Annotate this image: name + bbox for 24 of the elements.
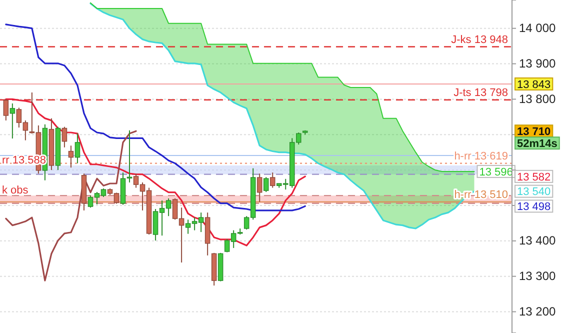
text: 52m14s bbox=[517, 138, 558, 150]
y-tick-label: 14 000 bbox=[519, 21, 556, 36]
y2-tick-label: 13 498 bbox=[517, 201, 551, 214]
y-tick-label: 13 900 bbox=[519, 56, 556, 71]
candlestick bbox=[62, 126, 68, 148]
candlestick bbox=[68, 145, 74, 168]
y2-tick-label: 13 582 bbox=[517, 171, 551, 184]
candlestick bbox=[263, 176, 269, 193]
candlestick bbox=[270, 172, 276, 188]
candlestick bbox=[256, 173, 262, 202]
y2-tick-label: 13 843 bbox=[517, 78, 551, 91]
y-tick-label: 13 400 bbox=[519, 234, 556, 248]
candlestick bbox=[3, 98, 9, 121]
y-tick-label: 13 200 bbox=[519, 304, 556, 319]
y-tick-label: 13 800 bbox=[519, 92, 556, 106]
y2-tick-label: 13 540 bbox=[517, 186, 551, 198]
candlestick bbox=[74, 133, 80, 164]
y-tick-label: 13 300 bbox=[519, 269, 556, 284]
y2-tick-label: 13 710 bbox=[517, 126, 551, 138]
ref-line-label: J-ks 13 948 bbox=[451, 34, 508, 46]
band-label: k obs bbox=[2, 184, 29, 197]
ref-line-label: J-ts 13 798 bbox=[454, 86, 508, 99]
line-series bbox=[90, 2, 475, 172]
candlestick bbox=[10, 102, 16, 140]
